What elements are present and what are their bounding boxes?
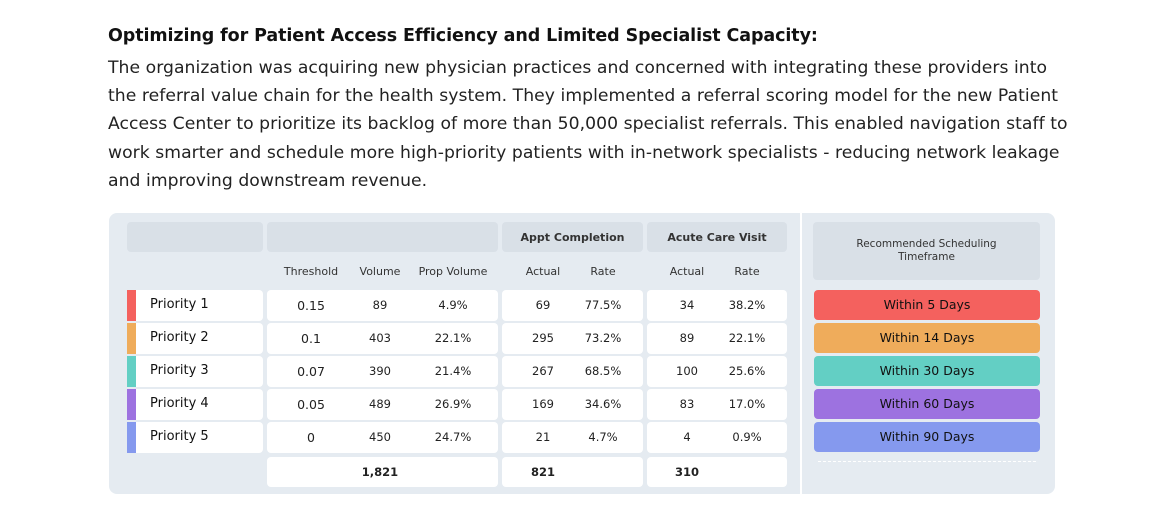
row-cell-box xyxy=(267,356,498,387)
cell-appt-rate: 4.7% xyxy=(588,430,618,444)
cell-appt-rate: 77.5% xyxy=(584,298,622,312)
cell-acute-actual: 83 xyxy=(679,397,695,411)
cell-acute-rate: 17.0% xyxy=(728,397,766,411)
total-acute-box xyxy=(647,457,787,487)
cell-acute-actual: 4 xyxy=(683,430,691,444)
timeframe-badge: Within 5 Days xyxy=(814,290,1040,320)
header-recommended-timeframe: Recommended Scheduling Timeframe xyxy=(813,222,1040,280)
cell-appt-rate: 68.5% xyxy=(584,364,622,378)
row-cell-box xyxy=(267,389,498,420)
cell-prop: 26.9% xyxy=(434,397,472,411)
row-cell-box xyxy=(136,389,263,420)
col-appt-actual: Actual xyxy=(525,265,561,278)
cell-prop: 22.1% xyxy=(434,331,472,345)
cell-appt-rate: 34.6% xyxy=(584,397,622,411)
priority-color-stripe xyxy=(127,323,136,354)
priority-color-stripe xyxy=(127,356,136,387)
row-cell-box xyxy=(502,290,643,321)
priority-color-stripe xyxy=(127,290,136,321)
row-cell-box xyxy=(502,422,643,453)
header-appt-completion: Appt Completion xyxy=(520,231,625,244)
row-cell-box xyxy=(267,290,498,321)
cell-threshold: 0.07 xyxy=(297,364,325,379)
cell-volume: 390 xyxy=(369,364,391,378)
cell-volume: 450 xyxy=(369,430,391,444)
timeframe-badge: Within 30 Days xyxy=(814,356,1040,386)
cell-acute-actual: 89 xyxy=(679,331,695,345)
cell-acute-rate: 38.2% xyxy=(728,298,766,312)
cell-prop: 24.7% xyxy=(434,430,472,444)
timeframe-badge: Within 14 Days xyxy=(814,323,1040,353)
row-cell-box xyxy=(647,389,787,420)
cell-appt-actual: 169 xyxy=(532,397,554,411)
total-acute-actual: 310 xyxy=(674,465,699,479)
row-cell-box xyxy=(647,290,787,321)
col-acute-rate: Rate xyxy=(734,265,760,278)
header-acute-care-box xyxy=(647,222,787,252)
timeframe-divider xyxy=(818,461,1036,462)
description-paragraph: The organization was acquiring new physi… xyxy=(108,58,1068,191)
row-cell-box xyxy=(136,356,263,387)
col-appt-rate: Rate xyxy=(590,265,616,278)
header-acute-care-visit: Acute Care Visit xyxy=(667,231,767,244)
cell-appt-actual: 267 xyxy=(532,364,554,378)
total-volume: 1,821 xyxy=(361,465,399,479)
cell-acute-rate: 25.6% xyxy=(728,364,766,378)
col-prop-volume: Prop Volume xyxy=(418,265,488,278)
cell-appt-actual: 21 xyxy=(535,430,551,444)
cell-volume: 403 xyxy=(369,331,391,345)
cell-prop: 21.4% xyxy=(434,364,472,378)
row-cell-box xyxy=(647,422,787,453)
row-cell-box xyxy=(502,389,643,420)
cell-acute-actual: 34 xyxy=(679,298,695,312)
timeframe-badge: Within 60 Days xyxy=(814,389,1040,419)
priority-label: Priority 2 xyxy=(150,330,209,345)
cell-acute-rate: 0.9% xyxy=(732,430,762,444)
col-volume: Volume xyxy=(359,265,401,278)
col-acute-actual: Actual xyxy=(669,265,705,278)
row-cell-box xyxy=(136,323,263,354)
cell-threshold: 0.05 xyxy=(297,397,325,412)
row-cell-box xyxy=(136,422,263,453)
cell-threshold: 0.1 xyxy=(301,331,321,346)
cell-threshold: 0 xyxy=(307,430,315,445)
cell-volume: 489 xyxy=(369,397,391,411)
row-cell-box xyxy=(502,323,643,354)
cell-acute-rate: 22.1% xyxy=(728,331,766,345)
row-cell-box xyxy=(647,356,787,387)
column-divider xyxy=(800,213,802,494)
timeframe-badge: Within 90 Days xyxy=(814,422,1040,452)
row-cell-box xyxy=(267,323,498,354)
cell-prop: 4.9% xyxy=(438,298,468,312)
header-appt-completion-box xyxy=(502,222,643,252)
header-blank-volume xyxy=(267,222,498,252)
section-heading: Optimizing for Patient Access Efficiency… xyxy=(108,26,818,46)
header-blank-label xyxy=(127,222,263,252)
row-cell-box xyxy=(267,422,498,453)
total-appt-box xyxy=(502,457,643,487)
total-volume-box xyxy=(267,457,498,487)
priority-label: Priority 3 xyxy=(150,363,209,378)
cell-appt-actual: 295 xyxy=(532,331,554,345)
cell-volume: 89 xyxy=(372,298,388,312)
priority-label: Priority 5 xyxy=(150,429,209,444)
priority-label: Priority 1 xyxy=(150,297,209,312)
cell-appt-actual: 69 xyxy=(535,298,551,312)
col-threshold: Threshold xyxy=(283,265,339,278)
cell-threshold: 0.15 xyxy=(297,298,325,313)
priority-color-stripe xyxy=(127,422,136,453)
priority-color-stripe xyxy=(127,389,136,420)
priority-label: Priority 4 xyxy=(150,396,209,411)
row-cell-box xyxy=(502,356,643,387)
cell-appt-rate: 73.2% xyxy=(584,331,622,345)
cell-acute-actual: 100 xyxy=(676,364,698,378)
row-cell-box xyxy=(647,323,787,354)
row-cell-box xyxy=(136,290,263,321)
total-appt-actual: 821 xyxy=(530,465,555,479)
